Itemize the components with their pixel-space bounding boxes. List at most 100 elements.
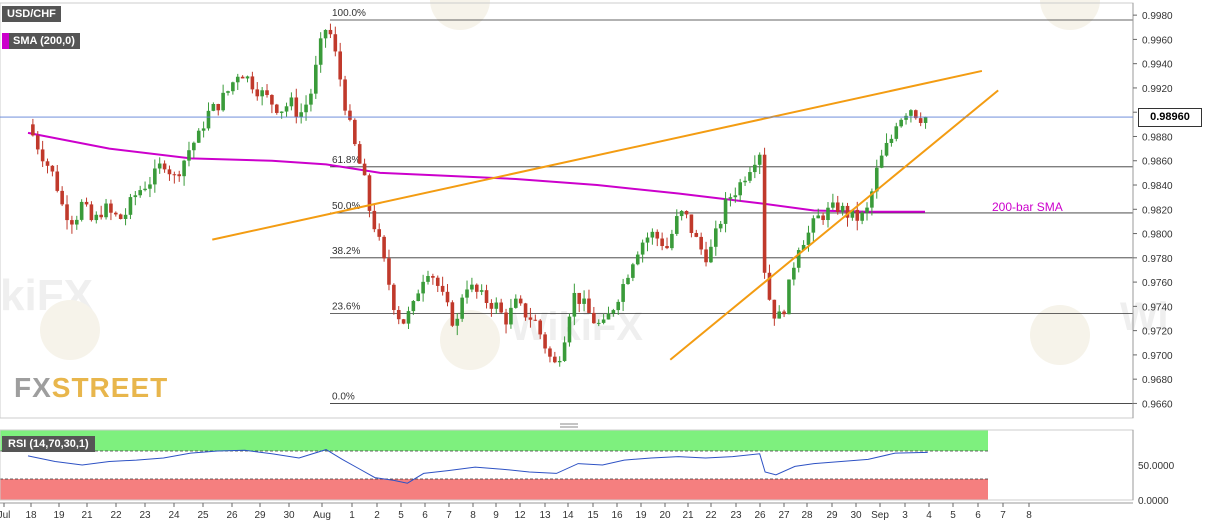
- candle-body: [655, 231, 660, 239]
- candle-body: [548, 348, 552, 357]
- candle-body: [221, 92, 225, 111]
- candle-body: [616, 301, 621, 311]
- candle-body: [153, 168, 157, 185]
- candle-body: [128, 197, 133, 215]
- price-tick-label: 0.9760: [1142, 278, 1173, 289]
- candle-body: [670, 233, 674, 249]
- candle-body: [874, 167, 879, 192]
- candle-body: [831, 202, 835, 208]
- candle-body: [401, 319, 406, 324]
- candle-body: [114, 212, 118, 215]
- candle-body: [592, 312, 596, 324]
- candle-body: [182, 160, 186, 177]
- price-tick-label: 0.9780: [1142, 254, 1173, 265]
- candle-body: [504, 312, 508, 325]
- candle-body: [850, 209, 855, 218]
- time-tick-label: 25: [197, 510, 209, 521]
- candle-body: [757, 154, 762, 165]
- candle-body: [596, 322, 601, 324]
- candle-body: [674, 216, 679, 234]
- candle-body: [904, 115, 908, 120]
- candle-body: [474, 284, 479, 292]
- rsi-tick-label: 50.0000: [1138, 461, 1175, 472]
- sma-200-line: [27, 131, 926, 213]
- candle-body: [518, 298, 523, 304]
- candle-body: [738, 182, 742, 196]
- candle-body: [557, 360, 562, 363]
- candle-body: [450, 302, 455, 326]
- candle-body: [206, 110, 211, 129]
- candle-body: [587, 298, 591, 313]
- candle-body: [879, 155, 884, 168]
- candle-body: [148, 184, 152, 189]
- sma-indicator-label[interactable]: SMA (200,0): [2, 33, 80, 49]
- candle-body: [411, 301, 416, 312]
- candle-body: [84, 201, 89, 205]
- time-tick-label: 16: [611, 510, 623, 521]
- candle-body: [343, 79, 347, 111]
- watermark-emblem: [430, 0, 490, 30]
- time-tick-label: 2: [374, 510, 380, 521]
- candle-body: [572, 292, 577, 317]
- candle-body: [899, 119, 903, 127]
- wikifx-watermark-text: WikiFX: [510, 305, 643, 349]
- candle-body: [889, 138, 894, 143]
- fib-level-label: 61.8%: [332, 155, 360, 166]
- candle-body: [787, 279, 791, 315]
- candle-body: [811, 218, 816, 233]
- time-tick-label: 23: [139, 510, 151, 521]
- candle-body: [489, 302, 494, 309]
- candle-body: [377, 229, 382, 237]
- price-tick-label: 0.9800: [1142, 230, 1173, 241]
- candle-body: [860, 212, 864, 221]
- candle-body: [455, 318, 460, 326]
- candle-body: [606, 313, 611, 320]
- candle-body: [635, 254, 640, 265]
- candle-body: [840, 205, 845, 212]
- candle-body: [138, 190, 142, 196]
- fib-level-label: 38.2%: [332, 246, 360, 257]
- candle-body: [816, 215, 821, 219]
- candle-body: [392, 284, 396, 310]
- candle-body: [31, 124, 35, 136]
- trendlines: [212, 69, 999, 361]
- candle-body: [196, 130, 201, 143]
- candle-body: [460, 297, 464, 319]
- time-tick-label: 13: [539, 510, 551, 521]
- price-tick-label: 0.9940: [1142, 60, 1173, 71]
- price-tick-label: 0.9880: [1142, 132, 1173, 143]
- candle-body: [509, 307, 513, 325]
- candle-body: [314, 64, 318, 94]
- candle-body: [65, 204, 69, 221]
- symbol-label[interactable]: USD/CHF: [2, 6, 61, 22]
- candlestick-series: [31, 23, 928, 367]
- candle-body: [426, 276, 430, 282]
- time-tick-label: 8: [1026, 510, 1032, 521]
- candle-body: [338, 51, 342, 80]
- candle-body: [704, 249, 708, 263]
- time-tick-label: 22: [110, 510, 122, 521]
- time-tick-label: 19: [635, 510, 647, 521]
- candle-body: [50, 165, 55, 172]
- candle-body: [406, 311, 411, 324]
- candle-body: [699, 236, 703, 250]
- time-tick-label: 29: [254, 510, 266, 521]
- candle-body: [284, 106, 289, 112]
- candle-body: [294, 97, 299, 117]
- candle-body: [499, 302, 503, 313]
- candle-body: [382, 236, 386, 259]
- candle-body: [733, 195, 738, 198]
- candle-body: [601, 319, 606, 323]
- time-tick-label: Aug: [313, 510, 331, 521]
- rsi-indicator-label[interactable]: RSI (14,70,30,1): [2, 436, 95, 452]
- rsi-tick-label: 0.0000: [1138, 496, 1169, 507]
- candle-body: [362, 163, 367, 176]
- candle-body: [543, 334, 547, 349]
- time-tick-label: 6: [422, 510, 428, 521]
- candle-body: [94, 214, 99, 221]
- price-tick-label: 0.9820: [1142, 205, 1173, 216]
- candle-body: [304, 104, 308, 113]
- candle-body: [640, 242, 645, 255]
- rsi-pane: 50.0000 0.0000: [0, 423, 1175, 507]
